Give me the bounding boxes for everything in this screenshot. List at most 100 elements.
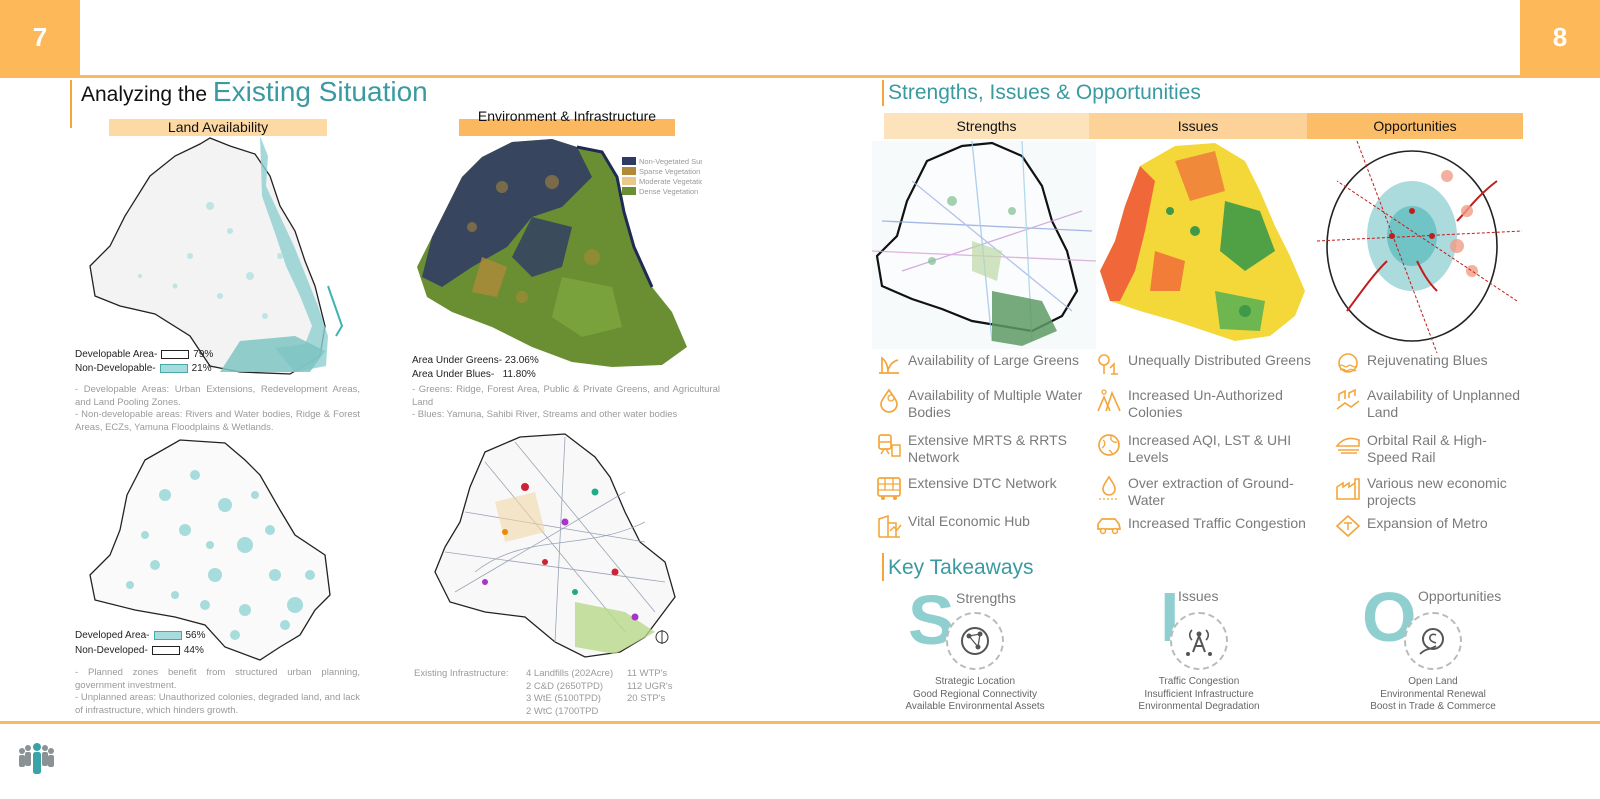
title-rule-left xyxy=(70,80,72,128)
metro-sign-icon xyxy=(1335,515,1361,537)
opportunities-kt-label: Opportunities xyxy=(1418,588,1502,604)
issues-kt-circle xyxy=(1170,612,1228,670)
strength-item-4: Extensive DTC Network xyxy=(876,475,1086,501)
strength-text-2: Availability of Multiple Water Bodies xyxy=(908,387,1083,420)
sio-title: Strengths, Issues & Opportunities xyxy=(888,81,1201,104)
legend-dense: Dense Vegetation xyxy=(639,187,698,196)
env-note-greens: - Greens: Ridge, Forest Area, Public & P… xyxy=(412,384,720,408)
strength-text-3: Extensive MRTS & RRTS Network xyxy=(908,432,1067,465)
page-number-left: 7 xyxy=(32,22,48,52)
opportunity-item-2: Availability of Unplanned Land xyxy=(1335,387,1525,421)
opportunity-item-1: Rejuvenating Blues xyxy=(1335,352,1525,376)
strengths-map xyxy=(872,141,1096,349)
opportunity-text-2: Availability of Unplanned Land xyxy=(1367,387,1521,420)
opportunities-map xyxy=(1317,141,1522,353)
issues-kt-line-2: Insufficient Infrastructure xyxy=(1144,688,1254,700)
land-note-1b: - Non-developable areas: Rivers and Wate… xyxy=(75,409,360,433)
opportunity-item-4: Various new economic projects xyxy=(1335,475,1525,509)
legend-developed: Developed Area- 56% xyxy=(75,630,206,641)
land-notes-2: - Planned zones benefit from structured … xyxy=(75,667,360,717)
land-availability-label: Land Availability xyxy=(109,119,327,136)
left-page-title: Analyzing the Existing Situation xyxy=(81,76,428,108)
infra-col-2: 11 WTP's 112 UGR's 20 STP's xyxy=(627,668,672,706)
legend-sparse: Sparse Vegetation xyxy=(639,167,700,176)
issues-kt-label: Issues xyxy=(1178,588,1219,604)
network-globe-icon xyxy=(961,627,989,655)
env-infra-label: Environment & Infrastructure xyxy=(477,108,657,124)
opportunity-text-5: Expansion of Metro xyxy=(1367,515,1488,531)
legend-swatch-white xyxy=(161,350,190,359)
people-group-logo-icon xyxy=(19,743,54,774)
opportunity-item-3: Orbital Rail & High-Speed Rail xyxy=(1335,432,1525,466)
greens-icon xyxy=(879,356,899,374)
issues-map xyxy=(1100,143,1305,341)
env-infra-label-bg xyxy=(459,119,675,136)
title-rule-right xyxy=(882,80,884,106)
infra-wte: 3 WtE (5100TPD) xyxy=(526,693,601,704)
issues-header: Issues xyxy=(1089,113,1307,139)
groundwater-icon xyxy=(1099,475,1119,500)
infra-landfills: 4 Landfills (202Acre) xyxy=(526,668,614,679)
land-plots-icon xyxy=(1336,388,1360,410)
developable-map xyxy=(89,136,344,375)
issue-item-2: Increased Un-Authorized Colonies xyxy=(1096,387,1316,421)
infra-col-1: 4 Landfills (202Acre) 2 C&D (2650TPD) 3 … xyxy=(526,668,613,718)
vegetation-legend: Non-Vegetated Surfaces Sparse Vegetation… xyxy=(622,157,702,196)
issue-text-2: Increased Un-Authorized Colonies xyxy=(1128,387,1283,420)
opportunity-text-3: Orbital Rail & High-Speed Rail xyxy=(1367,432,1487,465)
signal-tower-icon xyxy=(1186,629,1212,656)
economic-hub-icon xyxy=(878,514,902,538)
page-number-right: 8 xyxy=(1552,22,1568,52)
land-note-1a: - Developable Areas: Urban Extensions, R… xyxy=(75,384,360,408)
strengths-kt-text: Strategic Location Good Regional Connect… xyxy=(880,676,1070,714)
legend-swatch-white-2 xyxy=(151,646,180,655)
issues-kt-line-1: Traffic Congestion xyxy=(1158,676,1240,687)
title-prefix: Analyzing the xyxy=(81,83,213,106)
legend-swatch-teal-2 xyxy=(153,631,182,640)
strength-item-5: Vital Economic Hub xyxy=(876,513,1086,539)
issue-item-1: Unequally Distributed Greens xyxy=(1096,352,1316,376)
trees-icon xyxy=(1098,354,1118,375)
opportunities-kt-line-1: Open Land xyxy=(1408,676,1458,687)
factory-icon xyxy=(1336,478,1360,500)
env-note-blues: - Blues: Yamuna, Sahibi River, Streams a… xyxy=(412,409,678,420)
infrastructure-map xyxy=(434,433,676,658)
takeaways-title: Key Takeaways xyxy=(888,556,1034,579)
opportunities-kt-line-3: Boost in Trade & Commerce xyxy=(1370,701,1496,712)
growth-coin-icon xyxy=(1419,628,1444,655)
legend-non-developable-value: 21% xyxy=(191,363,212,374)
strengths-kt-circle xyxy=(946,612,1004,670)
strengths-kt-label: Strengths xyxy=(956,590,1016,606)
issue-item-5: Increased Traffic Congestion xyxy=(1096,515,1316,535)
issue-text-3: Increased AQI, LST & UHI Levels xyxy=(1128,432,1292,465)
water-bodies-icon xyxy=(880,388,898,413)
legend-developed-value: 56% xyxy=(185,630,206,641)
strengths-kt-line-2: Good Regional Connectivity xyxy=(913,688,1037,700)
opportunity-item-5: Expansion of Metro xyxy=(1335,515,1525,537)
opportunities-kt-line-2: Environmental Renewal xyxy=(1380,688,1486,700)
takeaways-rule xyxy=(882,553,884,581)
legend-non-developable-label: Non-Developable- xyxy=(75,363,156,374)
legend-moderate: Moderate Vegetation xyxy=(639,177,702,186)
water-wave-icon xyxy=(1338,353,1358,373)
opportunities-kt-text: Open Land Environmental Renewal Boost in… xyxy=(1338,676,1528,714)
infra-cd: 2 C&D (2650TPD) xyxy=(526,680,604,692)
developed-map xyxy=(89,439,331,661)
infra-label: Existing Infrastructure: xyxy=(414,668,509,679)
vegetation-map: Non-Vegetated Surfaces Sparse Vegetation… xyxy=(417,139,702,367)
issue-item-3: Increased AQI, LST & UHI Levels xyxy=(1096,432,1316,466)
infra-wtp: 11 WTP's xyxy=(627,668,668,679)
legend-swatch-teal xyxy=(159,364,188,373)
strengths-kt-line-1: Strategic Location xyxy=(934,676,1016,687)
opportunities-kt-circle xyxy=(1404,612,1462,670)
strength-item-3: Extensive MRTS & RRTS Network xyxy=(876,432,1086,466)
issue-item-4: Over extraction of Ground-Water xyxy=(1096,475,1316,509)
title-highlight: Existing Situation xyxy=(212,76,428,107)
opportunities-header: Opportunities xyxy=(1307,113,1523,139)
issues-kt-text: Traffic Congestion Insufficient Infrastr… xyxy=(1104,676,1294,714)
opportunity-text-4: Various new economic projects xyxy=(1367,475,1507,508)
strength-item-1: Availability of Large Greens xyxy=(876,352,1086,376)
globe-heat-icon xyxy=(1098,434,1120,456)
strengths-header: Strengths xyxy=(884,113,1089,139)
strengths-kt-line-3: Available Environmental Assets xyxy=(905,701,1045,712)
